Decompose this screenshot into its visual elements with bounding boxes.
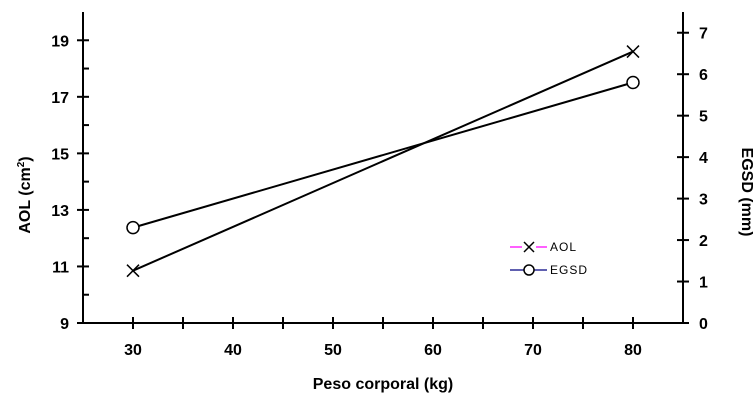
y-left-tick-label: 9 [60,316,69,333]
x-tick-label: 50 [324,342,342,359]
point-aol [627,46,639,58]
y-right-tick-label: 1 [699,275,708,292]
y-left-tick-label: 13 [51,203,69,220]
y-axis-left-title: AOL (cm2) [16,156,34,233]
y-right-tick-label: 2 [699,233,708,250]
axes [83,12,683,323]
x-tick-label: 40 [224,342,242,359]
y-right-tick-label: 0 [699,316,708,333]
legend-label: AOL [550,240,577,254]
x-tick-label: 60 [424,342,442,359]
y-right-tick-label: 3 [699,192,708,209]
ticks: 30 40 50 60 70 80 9 11 13 15 17 19 0 1 2 3 4 5 6 7 [51,26,708,359]
y-axis-left-title-base: AOL (cm [17,167,34,233]
x-tick-label: 30 [124,342,142,359]
legend-item-aol: AOL [510,240,577,254]
y-right-tick-label: 4 [699,150,708,167]
legend-item-egsd: EGSD [510,263,588,277]
point-egsd [627,76,639,88]
legend: AOL EGSD [510,240,588,277]
x-axis-title: Peso corporal (kg) [313,376,453,393]
x-tick-label: 80 [624,342,642,359]
series-line-aol [133,52,633,271]
y-left-tick-label: 15 [51,146,69,163]
y-right-tick-label: 5 [699,109,708,126]
point-egsd [127,222,139,234]
series-line-egsd [133,82,633,227]
y-left-tick-label: 11 [52,259,69,276]
y-left-tick-label: 17 [51,90,69,107]
x-tick-label: 70 [524,342,542,359]
y-axis-left-title-close: ) [17,156,34,161]
point-aol [127,265,139,277]
y-right-tick-label: 6 [699,67,708,84]
y-right-tick-label: 7 [699,26,708,43]
legend-label: EGSD [550,263,588,277]
legend-marker [524,265,534,275]
y-left-tick-label: 19 [51,33,69,50]
y-axis-right-title: EGSD (mm) [738,148,753,237]
